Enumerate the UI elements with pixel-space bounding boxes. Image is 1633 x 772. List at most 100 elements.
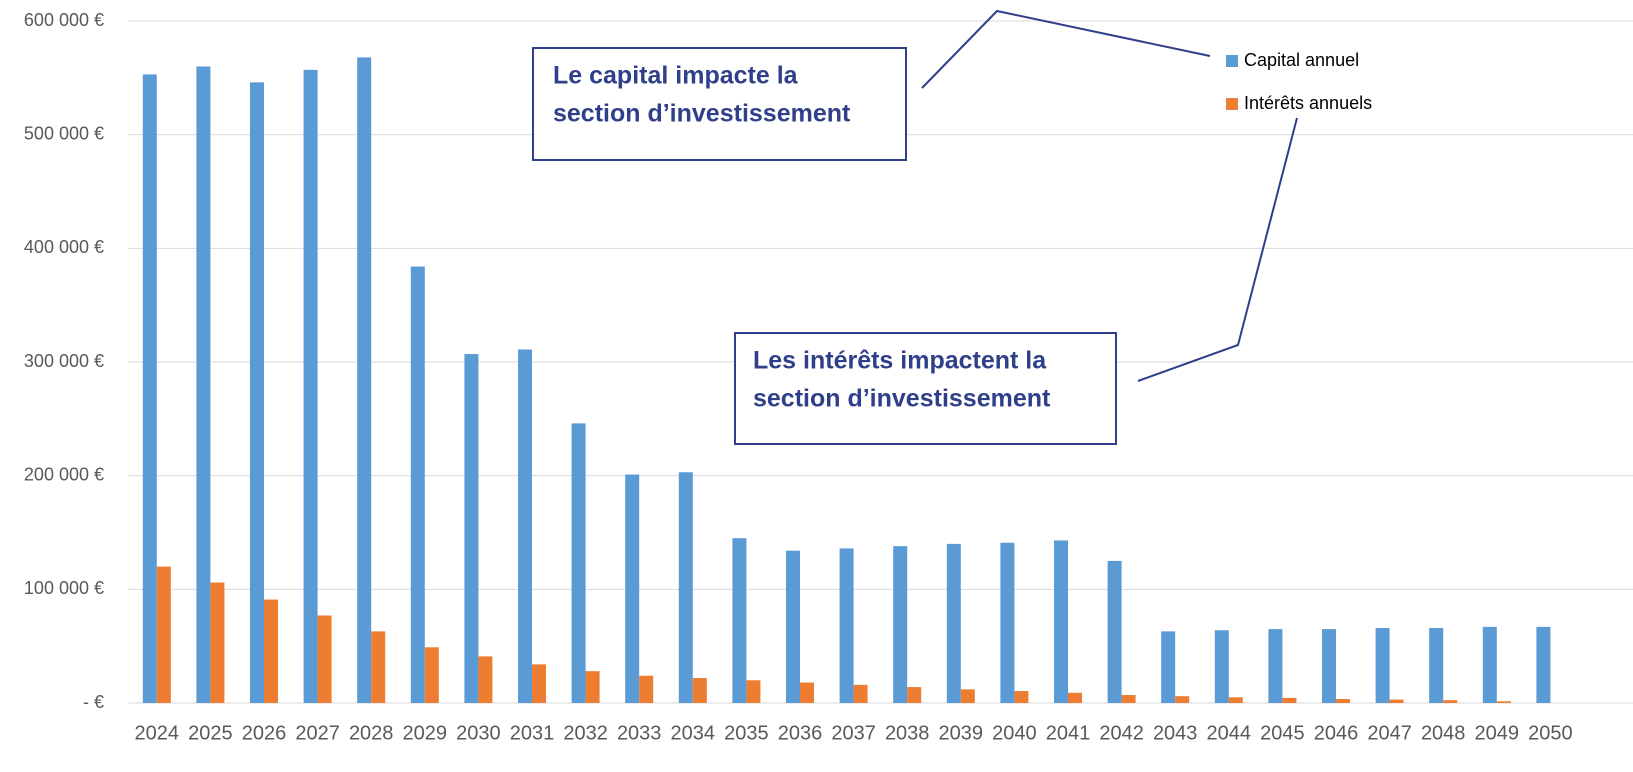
bar (907, 687, 922, 703)
x-tick-label: 2037 (831, 722, 876, 744)
x-tick-label: 2034 (671, 722, 716, 744)
annotation-text: section d’investissement (753, 385, 1051, 413)
bar (571, 423, 586, 703)
x-tick-label: 2038 (885, 722, 930, 744)
x-tick-label: 2050 (1528, 722, 1573, 744)
bar (518, 349, 532, 703)
bar (1107, 560, 1122, 703)
bar (800, 682, 814, 703)
bar (1054, 540, 1068, 703)
bar (210, 582, 225, 703)
bar (1482, 626, 1497, 703)
legend-swatch (1226, 55, 1238, 67)
leader-line (1137, 117, 1298, 382)
bar (1375, 627, 1390, 703)
bar (1014, 691, 1029, 703)
bar (692, 677, 707, 703)
annotation-text: Le capital impacte la (553, 62, 799, 90)
x-tick-label: 2046 (1314, 722, 1359, 744)
bar (746, 680, 761, 703)
annotation-text: section d’investissement (553, 100, 851, 128)
bar (264, 599, 278, 703)
bar (893, 546, 908, 703)
bar (839, 548, 854, 703)
annotation-text: Les intérêts impactent la (753, 347, 1047, 375)
y-tick-label: 300 000 € (24, 351, 104, 371)
bar (317, 615, 332, 703)
bar (464, 354, 479, 703)
bar (1336, 699, 1350, 703)
bar (1282, 697, 1297, 703)
bar (1175, 696, 1190, 703)
x-tick-label: 2027 (295, 722, 340, 744)
x-tick-label: 2030 (456, 722, 501, 744)
bar (625, 474, 640, 703)
x-tick-label: 2026 (242, 722, 287, 744)
bar (478, 656, 493, 703)
y-tick-label: 400 000 € (24, 237, 104, 257)
bar (156, 566, 171, 703)
bar (853, 684, 868, 703)
bar (196, 66, 211, 703)
bar (142, 74, 157, 703)
x-tick-label: 2041 (1046, 722, 1091, 744)
bar (786, 550, 800, 703)
x-tick-label: 2029 (403, 722, 448, 744)
x-tick-label: 2043 (1153, 722, 1198, 744)
y-tick-label: 200 000 € (24, 464, 104, 484)
bar (1496, 701, 1511, 703)
x-tick-label: 2028 (349, 722, 394, 744)
bar (303, 69, 318, 704)
bar (1268, 629, 1283, 703)
bar (250, 82, 264, 703)
x-tick-label: 2024 (135, 722, 180, 744)
bar (639, 675, 654, 703)
bar (1000, 542, 1015, 703)
y-tick-label: 100 000 € (24, 578, 104, 598)
bar (678, 472, 693, 703)
bar (1121, 695, 1136, 703)
x-tick-label: 2040 (992, 722, 1037, 744)
x-tick-label: 2048 (1421, 722, 1466, 744)
y-tick-label: 600 000 € (24, 10, 104, 30)
bar (424, 647, 439, 703)
annotation-box (734, 332, 1117, 445)
x-tick-label: 2031 (510, 722, 555, 744)
bar (585, 671, 600, 703)
x-tick-label: 2044 (1207, 722, 1252, 744)
bar (1214, 630, 1229, 703)
bar (1068, 692, 1082, 703)
x-tick-label: 2035 (724, 722, 769, 744)
bar (1228, 697, 1243, 703)
x-tick-label: 2036 (778, 722, 823, 744)
bar (946, 543, 961, 703)
bar (960, 689, 975, 703)
x-tick-label: 2032 (563, 722, 608, 744)
legend-label: Intérêts annuels (1244, 93, 1372, 113)
bar (732, 538, 747, 703)
bar (1161, 631, 1176, 703)
bar (1429, 627, 1444, 703)
x-tick-label: 2045 (1260, 722, 1305, 744)
bar (1536, 626, 1551, 703)
y-tick-label: 500 000 € (24, 123, 104, 143)
bar (1443, 700, 1458, 703)
y-tick-label: - € (83, 692, 104, 712)
bar (371, 631, 386, 703)
bar (532, 664, 546, 703)
leader-line (921, 9, 1211, 89)
bar (1322, 629, 1336, 703)
x-tick-label: 2033 (617, 722, 662, 744)
x-tick-label: 2039 (939, 722, 984, 744)
x-tick-label: 2025 (188, 722, 233, 744)
x-tick-label: 2042 (1099, 722, 1144, 744)
annotation-box (532, 47, 907, 161)
x-tick-label: 2047 (1367, 722, 1412, 744)
bar (1389, 699, 1404, 703)
x-tick-label: 2049 (1475, 722, 1520, 744)
legend-swatch (1226, 98, 1238, 110)
bar (410, 266, 425, 703)
legend-label: Capital annuel (1244, 50, 1359, 70)
bar (357, 57, 372, 703)
